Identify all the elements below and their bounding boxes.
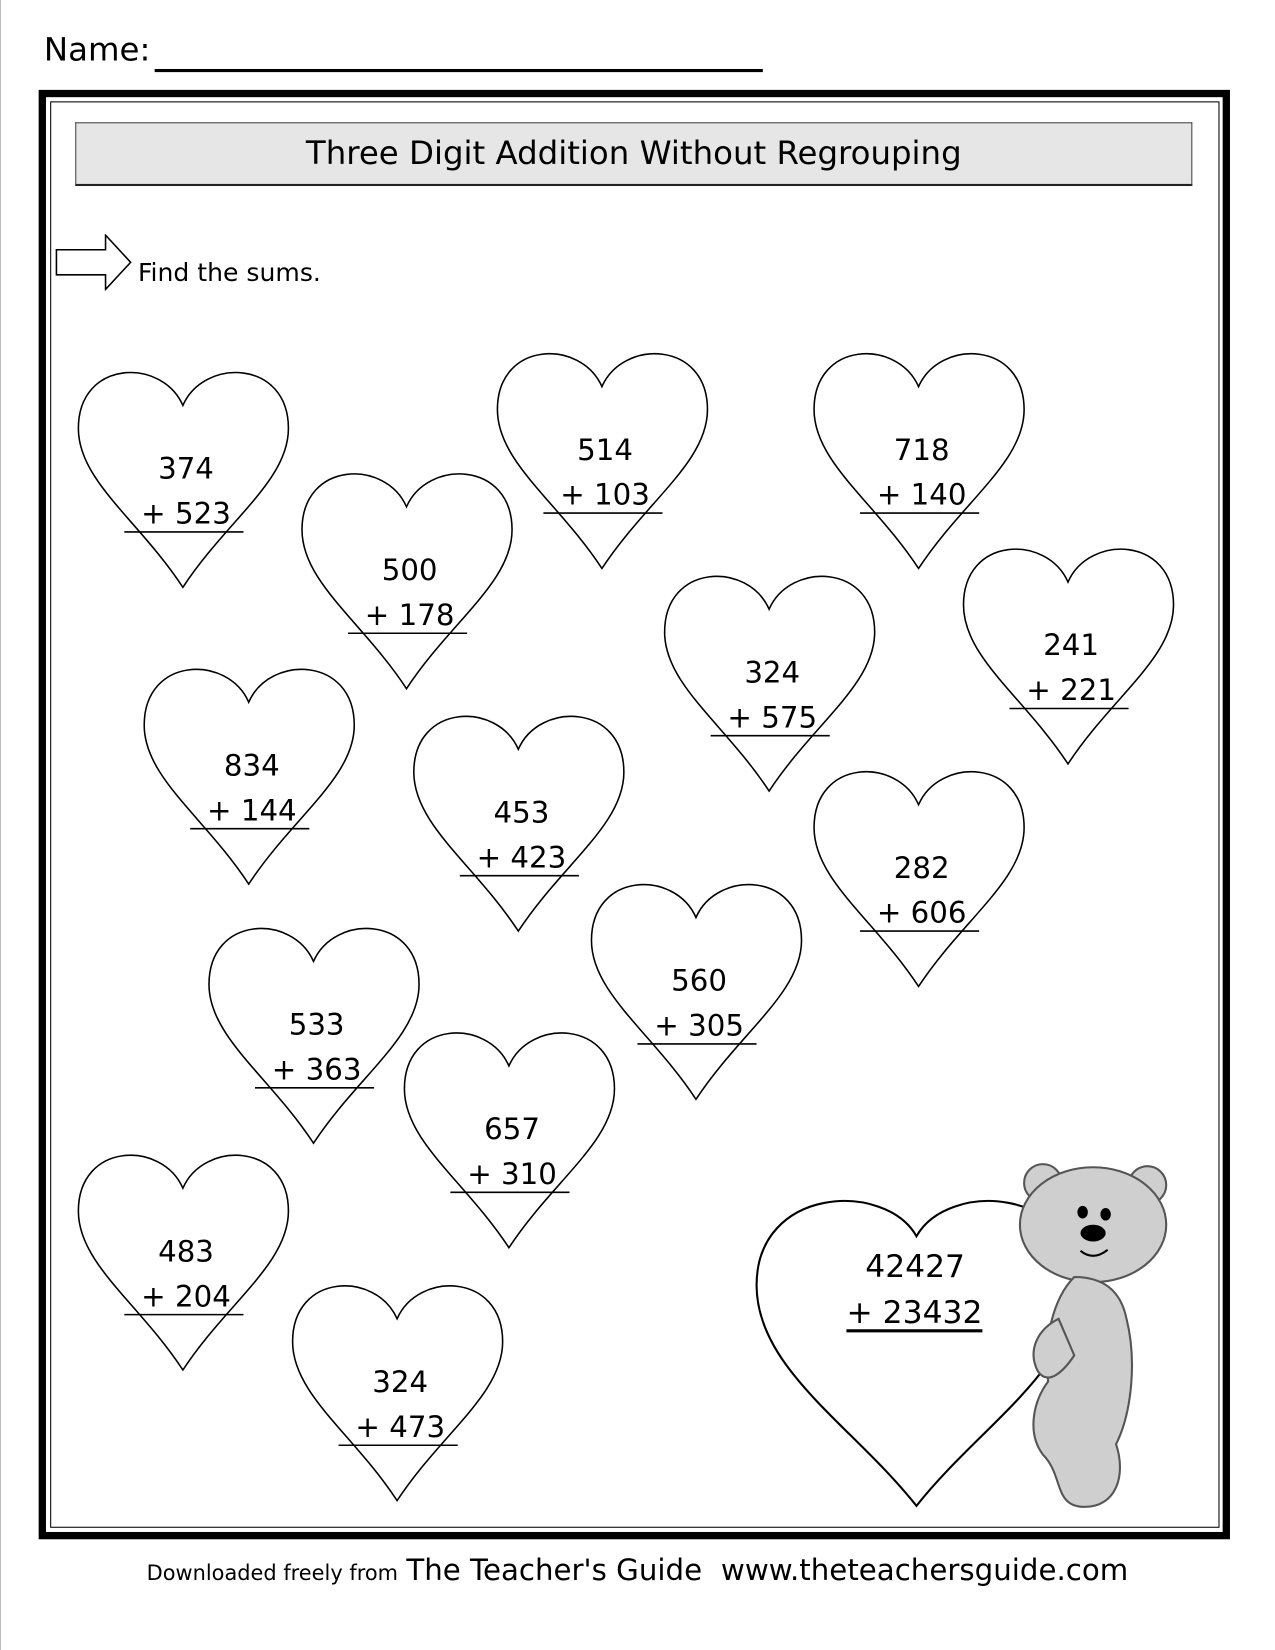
heart-icon <box>663 575 876 793</box>
heart-icon <box>77 1154 290 1372</box>
bottom-number: + 310 <box>467 1156 557 1192</box>
top-number: 282 <box>893 850 950 886</box>
problem-heart: 514 + 103 <box>495 345 709 571</box>
top-number: 374 <box>158 451 214 486</box>
heart-icon <box>208 927 420 1145</box>
bottom-number: + 575 <box>727 700 818 735</box>
page-edge <box>0 0 2 1650</box>
top-number: 453 <box>493 795 550 830</box>
problem-heart: 560 + 305 <box>589 876 803 1102</box>
top-number: 514 <box>577 432 633 468</box>
problem-heart: 374 + 523 <box>76 364 290 590</box>
heart-icon <box>496 353 709 570</box>
top-number: 241 <box>1043 628 1100 663</box>
bottom-number: + 606 <box>876 895 967 931</box>
outer-border <box>38 89 1230 1540</box>
heart-icon <box>813 353 1025 570</box>
heart-icon <box>590 883 803 1101</box>
bonus-heart: 42427 + 23432 <box>754 1186 1078 1508</box>
bottom-number: + 204 <box>141 1279 231 1314</box>
problem-heart: 657 + 310 <box>402 1024 616 1250</box>
problem-heart: 241 + 221 <box>961 540 1175 766</box>
teddy-bear-icon <box>1018 1163 1168 1508</box>
top-number: 560 <box>671 963 728 998</box>
top-number: 324 <box>744 655 801 690</box>
problem-heart: 453 + 423 <box>412 707 626 933</box>
name-label: Name: <box>43 31 151 69</box>
footer-url[interactable]: www.theteachersguide.com <box>720 1552 1129 1588</box>
heart-icon <box>301 473 513 691</box>
problem-heart: 834 + 144 <box>142 660 356 886</box>
arrow-right-icon <box>55 234 132 291</box>
bottom-number: + 221 <box>1026 672 1116 708</box>
heart-icon <box>413 715 625 933</box>
bottom-number: + 103 <box>560 477 650 513</box>
bottom-number: + 363 <box>271 1052 362 1087</box>
bottom-number: + 305 <box>654 1008 744 1043</box>
top-number: 657 <box>484 1111 540 1147</box>
problem-heart: 483 + 204 <box>76 1146 290 1372</box>
heart-icon <box>77 371 290 589</box>
problem-heart: 324 + 575 <box>663 567 877 793</box>
problem-heart: 718 + 140 <box>812 345 1026 571</box>
heart-icon <box>291 1285 504 1503</box>
problem-heart: 500 + 178 <box>300 465 514 691</box>
bottom-number: + 423 <box>476 840 567 875</box>
heart-icon <box>403 1032 616 1250</box>
title-banner: Three Digit Addition Without Regrouping <box>75 122 1193 187</box>
heart-icon <box>962 548 1175 766</box>
top-number: 718 <box>893 432 950 468</box>
instruction-text: Find the sums. <box>137 258 321 288</box>
bonus-top-number: 42427 <box>865 1248 965 1286</box>
footer-brand: The Teacher's Guide <box>406 1552 703 1588</box>
top-number: 533 <box>288 1007 345 1042</box>
heart-icon <box>813 771 1025 988</box>
top-number: 834 <box>223 748 280 783</box>
top-number: 500 <box>381 552 438 588</box>
problem-heart: 324 + 473 <box>291 1277 505 1503</box>
bottom-number: + 523 <box>141 496 231 531</box>
bottom-number: + 178 <box>364 597 455 633</box>
inner-border <box>50 101 1220 1528</box>
page-title: Three Digit Addition Without Regrouping <box>305 134 962 173</box>
top-number: 324 <box>372 1364 429 1400</box>
bonus-bottom-number: + 23432 <box>846 1294 983 1332</box>
name-blank-line <box>154 68 763 73</box>
footer-prefix: Downloaded freely from <box>146 1560 398 1586</box>
bottom-number: + 473 <box>355 1409 446 1445</box>
bottom-number: + 144 <box>207 793 297 828</box>
top-number: 483 <box>158 1234 214 1269</box>
problem-heart: 533 + 363 <box>207 920 421 1146</box>
bottom-number: + 140 <box>876 477 967 513</box>
footer-credit: Downloaded freely from The Teacher's Guid… <box>0 1553 1275 1587</box>
problem-heart: 282 + 606 <box>812 763 1026 989</box>
heart-icon <box>143 668 356 886</box>
